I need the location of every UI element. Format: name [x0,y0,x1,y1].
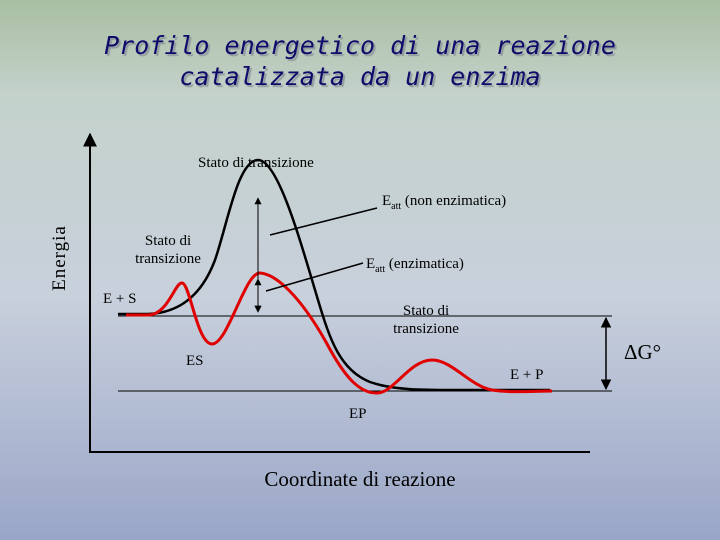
label-transition-state-top: Stato di transizione [198,155,314,171]
uncatalyzed-curve [118,158,550,392]
label-delta-g: ΔG° [624,340,662,364]
title-line-1: Profilo energetico di una reazione [104,31,616,60]
y-axis-label: Energia [49,225,70,291]
label-eatt-non-enzymatic: Eatt (non enzimatica) [382,193,507,212]
label-es: ES [186,353,204,369]
label-e-plus-s: E + S [103,291,137,307]
label-ep: EP [349,406,367,422]
eatt-non-enzymatic-pointer [269,207,378,236]
label-transition-state-left: Stato di transizione [135,233,201,267]
page-title: Profilo energetico di una reazione catal… [0,30,720,92]
catalyzed-curve [126,271,553,395]
label-e-plus-p: E + P [510,367,544,383]
label-transition-state-right: Stato di transizione [393,303,459,337]
x-axis-label: Coordinate di reazione [264,467,456,491]
eatt-enzymatic-pointer [265,262,364,292]
title-line-2: catalizzata da un enzima [179,62,541,91]
label-eatt-enzymatic: Eatt (enzimatica) [366,256,464,275]
